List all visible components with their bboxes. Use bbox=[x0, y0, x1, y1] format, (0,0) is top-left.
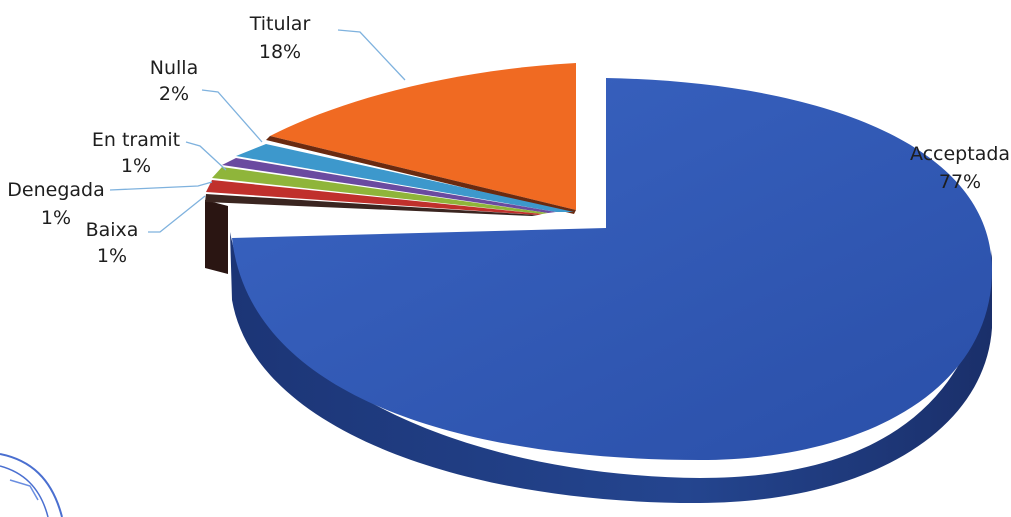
slice-nulla-blue bbox=[236, 144, 574, 212]
label-baixa-name: Baixa bbox=[86, 219, 139, 241]
stamp-seal bbox=[0, 453, 63, 517]
label-nulla-name: Nulla bbox=[150, 57, 198, 79]
slice-side-minor-dark bbox=[205, 200, 228, 274]
label-titular-value: 18% bbox=[259, 41, 301, 63]
slice-denegada bbox=[206, 180, 542, 215]
label-acceptada-value: 77% bbox=[939, 171, 981, 193]
slice-nulla bbox=[222, 158, 556, 213]
slice-baixa bbox=[205, 194, 538, 216]
label-en-tramit-value: 1% bbox=[121, 155, 151, 177]
leader-en-tramit bbox=[185, 141, 227, 171]
slice-titular bbox=[270, 63, 576, 210]
leader-nulla bbox=[201, 89, 263, 143]
label-denegada-value: 1% bbox=[41, 207, 71, 229]
leader-denegada bbox=[109, 181, 213, 191]
label-acceptada-name: Acceptada bbox=[910, 143, 1010, 165]
slice-titular-edge bbox=[266, 136, 576, 214]
leader-titular bbox=[337, 29, 406, 81]
label-en-tramit-name: En tramit bbox=[92, 129, 180, 151]
label-baixa-value: 1% bbox=[97, 245, 127, 267]
label-titular-name: Titular bbox=[249, 13, 311, 35]
slice-side-acceptada bbox=[230, 232, 992, 504]
label-denegada-name: Denegada bbox=[7, 179, 104, 201]
slice-en-tramit bbox=[212, 167, 548, 214]
label-nulla-value: 2% bbox=[159, 83, 189, 105]
slice-acceptada bbox=[232, 78, 992, 460]
leader-baixa bbox=[148, 195, 206, 233]
